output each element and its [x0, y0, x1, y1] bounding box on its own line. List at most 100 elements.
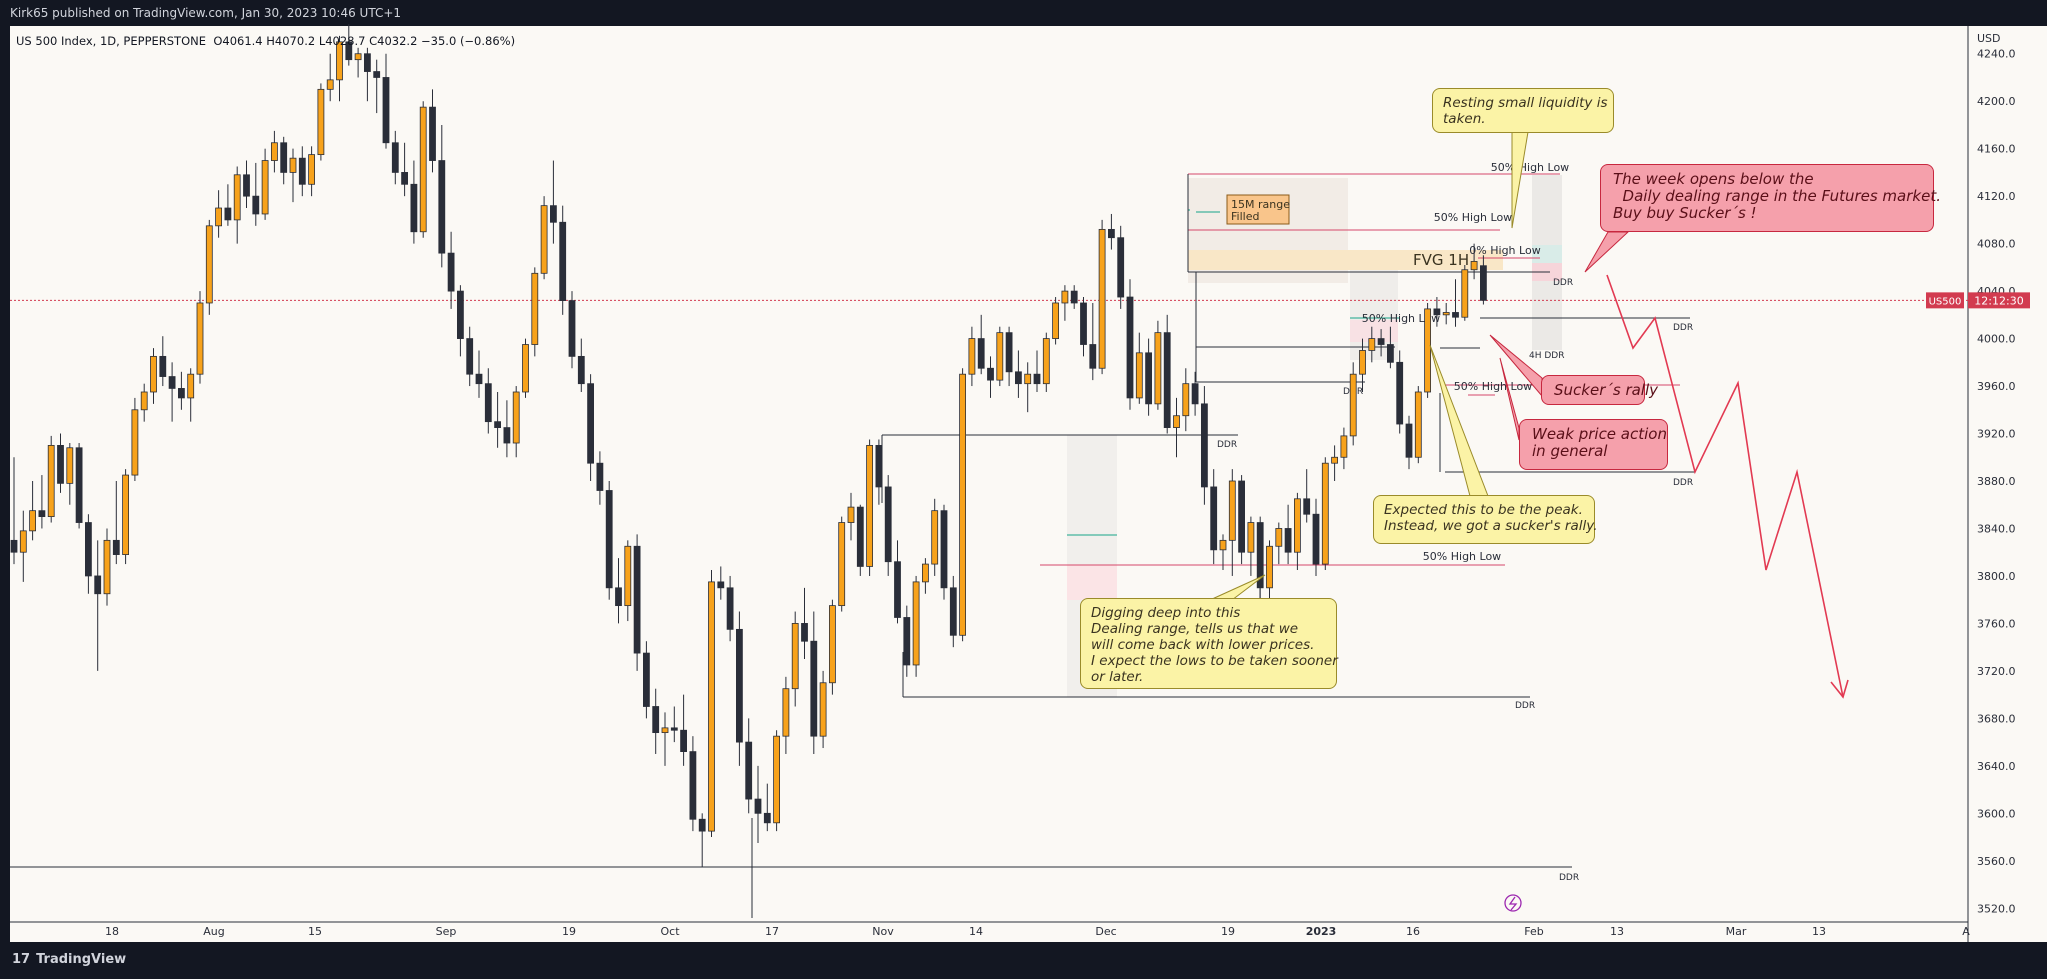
candle-body[interactable]	[708, 581, 715, 832]
candle-body[interactable]	[1247, 522, 1255, 553]
candle-body[interactable]	[261, 160, 269, 215]
candle-body[interactable]	[791, 623, 799, 690]
candle-body[interactable]	[1284, 528, 1292, 553]
candle-body[interactable]	[773, 735, 780, 824]
candle-body[interactable]	[280, 142, 288, 173]
candle-body[interactable]	[1098, 228, 1106, 369]
candle-body[interactable]	[587, 383, 594, 464]
candle-body[interactable]	[75, 447, 83, 523]
candle-body[interactable]	[1089, 344, 1097, 369]
candle-body[interactable]	[233, 174, 241, 221]
candle-body[interactable]	[1005, 332, 1013, 373]
candle-body[interactable]	[168, 376, 176, 389]
candle-body[interactable]	[19, 530, 27, 553]
candle-body[interactable]	[1303, 498, 1311, 515]
candle-body[interactable]	[689, 751, 697, 820]
candle-body[interactable]	[503, 427, 511, 444]
candle-body[interactable]	[996, 332, 1004, 381]
candle-body[interactable]	[1294, 498, 1301, 553]
candle-body[interactable]	[912, 581, 920, 666]
candle-body[interactable]	[1210, 486, 1218, 551]
candle-body[interactable]	[438, 160, 446, 254]
candle-body[interactable]	[1266, 545, 1273, 589]
candle-body[interactable]	[29, 510, 37, 532]
candle-body[interactable]	[838, 522, 846, 607]
candle-body[interactable]	[847, 506, 855, 523]
candle-body[interactable]	[1349, 373, 1357, 437]
tradingview-brand[interactable]: 𝟭𝟳 TradingView	[12, 952, 126, 967]
candle-body[interactable]	[1414, 391, 1422, 458]
candle-body[interactable]	[698, 818, 706, 832]
candle-body[interactable]	[57, 444, 64, 484]
candle-body[interactable]	[1405, 423, 1413, 458]
candle-body[interactable]	[289, 157, 297, 173]
candle-body[interactable]	[298, 157, 306, 185]
candle-body[interactable]	[931, 510, 939, 565]
candle-body[interactable]	[633, 545, 641, 654]
candle-body[interactable]	[484, 383, 492, 423]
candle-body[interactable]	[112, 539, 120, 555]
candle-body[interactable]	[391, 142, 399, 173]
candle-body[interactable]	[615, 587, 622, 607]
candle-body[interactable]	[345, 41, 353, 61]
candle-body[interactable]	[1312, 513, 1320, 565]
candle-body[interactable]	[382, 77, 390, 144]
candle-body[interactable]	[1340, 435, 1348, 458]
candle-body[interactable]	[540, 205, 548, 274]
candle-body[interactable]	[205, 225, 213, 304]
candle-body[interactable]	[456, 290, 464, 339]
candle-body[interactable]	[196, 302, 204, 375]
candle-body[interactable]	[801, 623, 808, 642]
candle-body[interactable]	[1480, 265, 1487, 301]
candle-body[interactable]	[1219, 539, 1227, 551]
candle-body[interactable]	[401, 172, 409, 185]
candle-body[interactable]	[1442, 312, 1450, 316]
candle-body[interactable]	[1470, 261, 1478, 271]
note-week-opens[interactable]: The week opens below the Daily dealing r…	[1600, 164, 1941, 232]
candle-body[interactable]	[1173, 415, 1180, 428]
candle-body[interactable]	[1452, 312, 1459, 318]
price-scale[interactable]	[1968, 26, 2047, 942]
candle-body[interactable]	[1163, 332, 1171, 428]
candle-body[interactable]	[550, 205, 557, 223]
candle-body[interactable]	[131, 409, 139, 476]
candle-body[interactable]	[38, 510, 46, 518]
candle-body[interactable]	[884, 486, 892, 563]
candle-body[interactable]	[215, 207, 223, 227]
candle-body[interactable]	[1080, 302, 1087, 345]
candle-body[interactable]	[1256, 522, 1264, 589]
candle-body[interactable]	[1331, 456, 1338, 464]
candle-body[interactable]	[85, 522, 92, 577]
candle-body[interactable]	[122, 474, 129, 555]
candle-body[interactable]	[429, 106, 436, 161]
candle-body[interactable]	[1033, 373, 1041, 385]
candle-body[interactable]	[903, 617, 911, 666]
candle-body[interactable]	[1433, 308, 1441, 316]
candle-body[interactable]	[466, 338, 474, 375]
candle-body[interactable]	[187, 373, 195, 399]
candle-body[interactable]	[1191, 383, 1199, 405]
candle-body[interactable]	[643, 652, 650, 707]
candle-body[interactable]	[959, 373, 966, 636]
candle-body[interactable]	[605, 490, 613, 589]
candle-body[interactable]	[949, 587, 957, 636]
candle-body[interactable]	[754, 798, 762, 814]
candle-body[interactable]	[726, 587, 734, 630]
candle-body[interactable]	[819, 682, 827, 737]
candle-body[interactable]	[763, 812, 771, 824]
candle-body[interactable]	[856, 506, 864, 567]
candle-body[interactable]	[1424, 308, 1431, 393]
candle-body[interactable]	[354, 53, 362, 61]
candle-body[interactable]	[140, 391, 148, 411]
candle-body[interactable]	[568, 300, 576, 357]
candle-body[interactable]	[419, 106, 427, 233]
candle-body[interactable]	[363, 53, 371, 72]
candle-body[interactable]	[270, 142, 278, 161]
candle-body[interactable]	[1368, 338, 1376, 351]
candle-body[interactable]	[66, 447, 74, 484]
candle-body[interactable]	[1108, 228, 1115, 239]
candle-body[interactable]	[1145, 352, 1152, 405]
note-digging-deep[interactable]: Digging deep into this Dealing range, te…	[1080, 598, 1338, 689]
candle-body[interactable]	[1238, 480, 1245, 553]
